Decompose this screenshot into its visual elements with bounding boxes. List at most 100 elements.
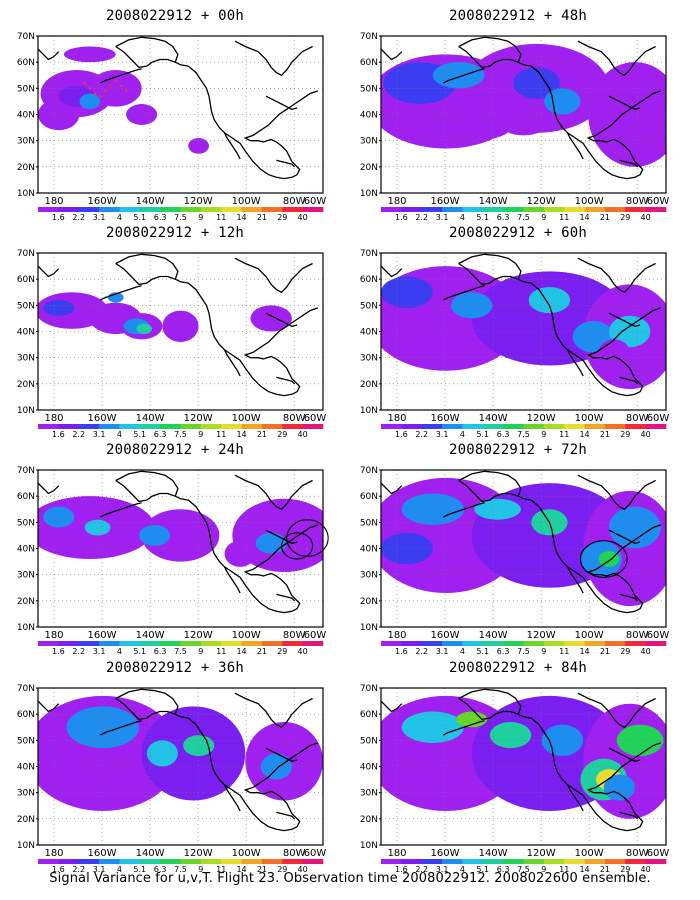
colorbar-segment — [58, 207, 80, 212]
colorbar-label: 9 — [541, 213, 546, 221]
colorbar-label: 40 — [298, 430, 308, 438]
coastline — [175, 278, 319, 397]
lon-tick-label: 180 — [387, 196, 406, 207]
coastline — [608, 747, 641, 762]
colorbar-segment — [160, 859, 181, 864]
colorbar-label: 29 — [277, 647, 287, 655]
colorbar-segment — [99, 207, 120, 212]
coastline — [458, 470, 522, 503]
colorbar-label: 4 — [117, 647, 122, 655]
coastline — [608, 529, 641, 544]
lat-tick-label: 10N — [360, 406, 378, 416]
lat-tick-label: 30N — [17, 137, 35, 147]
lon-tick-label: 100W — [232, 848, 261, 859]
colorbar-segment — [584, 859, 606, 864]
lon-tick-label: 160W — [431, 848, 460, 859]
lon-tick-label: 80W — [626, 413, 649, 424]
colorbar-segment — [401, 641, 423, 646]
coastline — [577, 692, 656, 729]
panel-title: 2008022912 + 12h — [105, 225, 245, 241]
colorbar-label: 21 — [600, 647, 610, 655]
coastline — [265, 747, 298, 762]
colorbar-segment — [442, 641, 463, 646]
forecast-panel-24h: 2008022912 + 24h 70N 60N 50N 40N 30N 20N 10N 180… — [5, 440, 345, 655]
variance-contour — [456, 711, 488, 728]
forecast-panel-00h: 2008022912 + 00h 70N 60N 50N 40N 30N 20N 10N 180… — [5, 6, 345, 221]
variance-contour — [381, 276, 433, 308]
lat-tick-label: 30N — [17, 354, 35, 364]
colorbar-segment — [503, 207, 524, 212]
variance-contour — [401, 493, 464, 525]
coastline — [458, 36, 522, 69]
lon-tick-label: 140W — [136, 196, 165, 207]
colorbar-label: 40 — [641, 430, 651, 438]
colorbar-segment — [78, 424, 100, 429]
colorbar-label: 1.6 — [52, 865, 65, 873]
variance-contour — [43, 300, 75, 316]
coastline — [577, 257, 656, 294]
lon-tick-label: 60W — [304, 848, 327, 859]
lat-tick-label: 10N — [360, 189, 378, 199]
colorbar-label: 4 — [460, 647, 465, 655]
forecast-panel-60h: 2008022912 + 60h 70N 60N 50N 40N 30N 20N 10N 180… — [348, 223, 688, 438]
lon-tick-label: 160W — [431, 196, 460, 207]
colorbar-label: 1.6 — [395, 430, 408, 438]
coastline — [115, 36, 179, 69]
variance-contour — [66, 706, 140, 749]
lon-tick-label: 160W — [431, 413, 460, 424]
colorbar-segment — [160, 641, 181, 646]
coastline — [577, 474, 656, 511]
lon-tick-label: 60W — [304, 630, 327, 641]
lon-tick-label: 180 — [387, 848, 406, 859]
lat-tick-label: 30N — [17, 571, 35, 581]
colorbar-label: 29 — [620, 213, 630, 221]
colorbar-label: 40 — [641, 647, 651, 655]
lat-tick-label: 60N — [360, 275, 378, 285]
lon-tick-label: 160W — [431, 630, 460, 641]
lat-tick-label: 50N — [360, 301, 378, 311]
coastline — [223, 132, 241, 160]
colorbar-label: 7.5 — [517, 430, 530, 438]
colorbar-segment — [584, 207, 606, 212]
coastlines — [381, 36, 662, 180]
lat-tick-label: 30N — [360, 789, 378, 799]
colorbar-segment — [645, 424, 667, 429]
observation-point — [104, 89, 107, 93]
lat-tick-label: 40N — [360, 763, 378, 773]
coastline — [608, 312, 641, 327]
variance-contour — [513, 67, 560, 99]
colorbar-label: 4 — [460, 865, 465, 873]
colorbar-label: 9 — [541, 647, 546, 655]
observation-point — [88, 87, 92, 90]
colorbar-segment — [645, 641, 667, 646]
lat-tick-label: 20N — [360, 163, 378, 173]
coastline — [566, 784, 584, 812]
variance-contour — [489, 722, 532, 749]
colorbar-label: 3.1 — [93, 430, 106, 438]
lat-tick-label: 20N — [17, 380, 35, 390]
contour-layer — [38, 46, 209, 154]
lon-tick-label: 80W — [283, 413, 306, 424]
lon-tick-label: 120W — [527, 196, 556, 207]
coastline — [265, 529, 298, 544]
lon-tick-label: 100W — [232, 196, 261, 207]
colorbar-label: 7.5 — [174, 865, 187, 873]
colorbar-segment — [401, 207, 423, 212]
lon-tick-label: 140W — [479, 196, 508, 207]
colorbar-segment — [261, 207, 283, 212]
lat-tick-label: 40N — [17, 328, 35, 338]
colorbar-segment — [99, 859, 120, 864]
variance-contour — [79, 93, 101, 110]
lat-tick-label: 60N — [17, 492, 35, 502]
lat-tick-label: 40N — [17, 763, 35, 773]
colorbar-segment — [625, 641, 646, 646]
colorbar-segment — [462, 641, 484, 646]
coastline — [38, 48, 60, 61]
colorbar-label: 9 — [198, 213, 203, 221]
lon-tick-label: 60W — [647, 630, 670, 641]
forecast-panel-84h: 2008022912 + 84h 70N 60N 50N 40N 30N 20N 10N 180… — [348, 658, 688, 873]
lat-tick-label: 20N — [17, 815, 35, 825]
lat-tick-label: 40N — [360, 111, 378, 121]
colorbar-label: 2.2 — [72, 430, 85, 438]
coastlines — [381, 688, 662, 832]
